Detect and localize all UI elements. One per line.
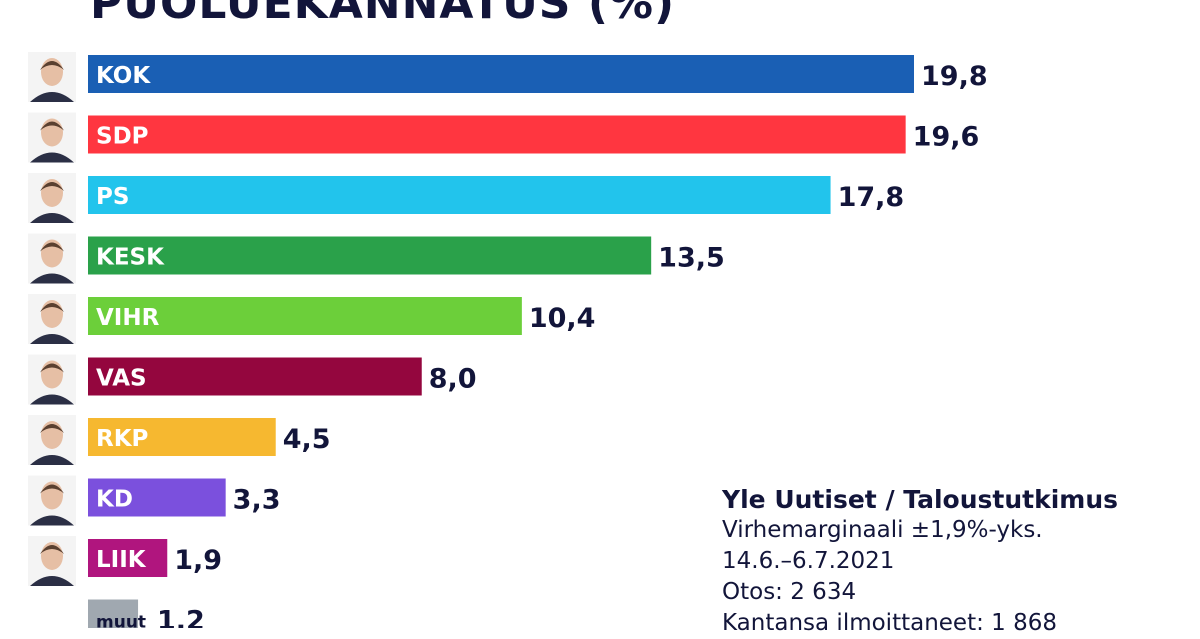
bar-vihr xyxy=(88,297,522,335)
value-label-kesk: 13,5 xyxy=(658,243,725,274)
avatar-hair-vihr xyxy=(40,303,64,312)
bar-muut xyxy=(88,599,139,628)
value-label-muut: 1,2 xyxy=(157,606,205,629)
value-label-rkp: 4,5 xyxy=(283,424,331,455)
bar-label-kesk: KESK xyxy=(96,245,165,271)
bar-label-rkp: RKP xyxy=(96,426,148,452)
avatar-body-rkp xyxy=(30,455,74,465)
value-label-sdp: 19,6 xyxy=(913,122,980,153)
avatar-body-liik xyxy=(30,576,74,586)
avatar-hair-liik xyxy=(40,545,64,554)
avatar-body-vihr xyxy=(30,334,74,344)
bar-label-kd: KD xyxy=(96,487,133,513)
avatar-hair-kd xyxy=(40,484,64,494)
source-line-sample: Otos: 2 634 xyxy=(722,579,857,605)
value-label-kd: 3,3 xyxy=(233,485,281,516)
value-label-vas: 8,0 xyxy=(429,364,477,395)
avatar-hair-vas xyxy=(40,363,64,373)
bar-kok xyxy=(88,55,914,93)
source-line-dates: 14.6.–6.7.2021 xyxy=(722,548,895,574)
value-label-liik: 1,9 xyxy=(174,545,222,576)
avatar-hair-kesk xyxy=(40,242,64,252)
avatar-hair-ps xyxy=(40,182,64,191)
bar-kesk xyxy=(88,236,652,275)
bar-label-muut: muut xyxy=(96,613,146,629)
avatar-body-kesk xyxy=(30,273,74,284)
source-block: Yle Uutiset / Taloustutkimus Virhemargin… xyxy=(722,484,1118,639)
value-label-vihr: 10,4 xyxy=(529,303,596,334)
avatar-hair-kok xyxy=(40,61,64,70)
bar-ps xyxy=(88,176,831,214)
avatar-body-ps xyxy=(30,213,74,223)
bar-kd xyxy=(88,478,226,517)
avatar-hair-sdp xyxy=(40,121,64,131)
bar-vas xyxy=(88,357,422,396)
bar-label-vas: VAS xyxy=(96,366,147,392)
bar-label-vihr: VIHR xyxy=(96,305,160,331)
value-label-kok: 19,8 xyxy=(921,61,988,92)
bar-label-liik: LIIK xyxy=(96,547,147,573)
source-line-margin: Virhemarginaali ±1,9%-yks. xyxy=(722,517,1043,543)
source-title: Yle Uutiset / Taloustutkimus xyxy=(722,485,1119,514)
chart-title: PUOLUEKANNATUS (%) xyxy=(90,0,676,29)
bar-label-sdp: SDP xyxy=(96,124,149,150)
avatar-hair-rkp xyxy=(40,424,64,433)
avatar-body-kok xyxy=(30,92,74,102)
avatar-body-sdp xyxy=(30,152,74,163)
value-label-ps: 17,8 xyxy=(838,182,905,213)
bar-sdp xyxy=(88,115,906,154)
bar-liik xyxy=(88,539,168,577)
avatar-body-kd xyxy=(30,515,74,526)
avatar-body-vas xyxy=(30,394,74,405)
source-line-respondents: Kantansa ilmoittaneet: 1 868 xyxy=(722,610,1058,636)
bar-rkp xyxy=(88,418,276,456)
bar-label-kok: KOK xyxy=(96,63,151,89)
bar-label-ps: PS xyxy=(96,184,129,210)
